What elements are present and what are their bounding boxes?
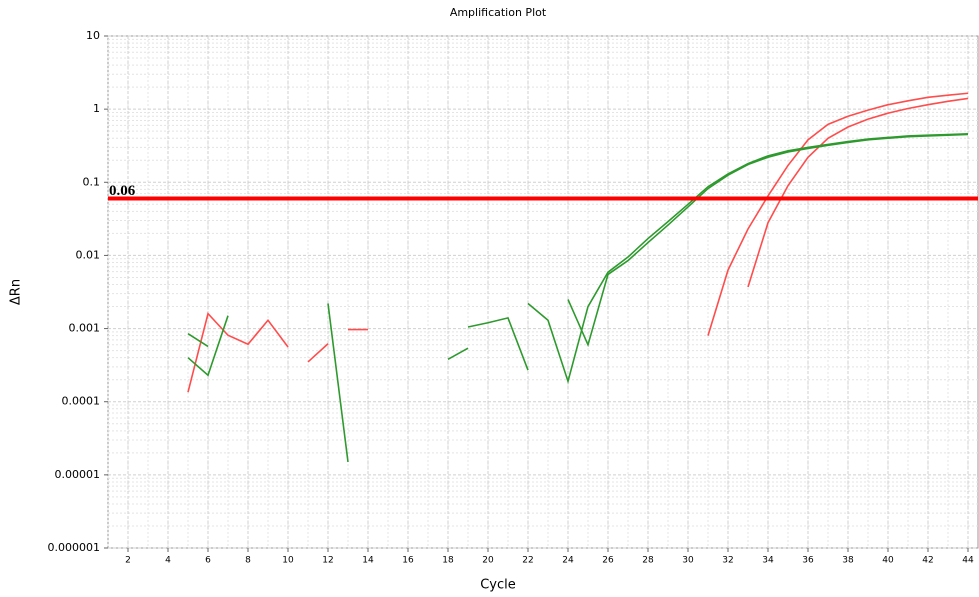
y-tick-label: 0.01 (76, 248, 101, 261)
series-line (307, 97, 969, 363)
x-tick-label: 36 (802, 556, 814, 566)
x-axis-label: Cycle (480, 578, 516, 593)
series-line (187, 133, 969, 371)
y-tick-label: 10 (86, 29, 100, 42)
x-tick-label: 44 (962, 556, 974, 566)
chart-title: Amplification Plot (450, 6, 547, 19)
x-tick-label: 2 (125, 556, 131, 566)
y-tick-label: 0.00001 (55, 468, 101, 481)
x-tick-label: 34 (762, 556, 774, 566)
x-tick-label: 26 (602, 556, 614, 566)
x-tick-label: 22 (522, 556, 533, 566)
y-tick-label: 0.1 (83, 175, 101, 188)
x-tick-label: 32 (722, 556, 733, 566)
x-tick-label: 4 (165, 556, 171, 566)
plot-area (107, 35, 979, 549)
series-line (187, 92, 969, 393)
x-tick-label: 10 (282, 556, 294, 566)
x-tick-label: 16 (402, 556, 414, 566)
x-tick-label: 30 (682, 556, 694, 566)
x-tick-label: 40 (882, 556, 894, 566)
y-axis-label: ΔRn (9, 279, 24, 305)
x-tick-label: 28 (642, 556, 654, 566)
y-tick-label: 0.0001 (62, 395, 101, 408)
y-tick-label: 1 (93, 102, 100, 115)
x-tick-label: 12 (322, 556, 333, 566)
x-tick-label: 24 (562, 556, 574, 566)
threshold-label: 0.06 (109, 183, 136, 199)
y-tick-label: 0.000001 (48, 541, 101, 554)
x-tick-label: 18 (442, 556, 454, 566)
series-line (187, 133, 969, 463)
y-tick-label: 0.001 (69, 322, 101, 335)
x-tick-label: 14 (362, 556, 374, 566)
x-tick-label: 38 (842, 556, 854, 566)
x-tick-label: 8 (245, 556, 251, 566)
x-tick-label: 20 (482, 556, 494, 566)
x-tick-label: 6 (205, 556, 211, 566)
x-tick-label: 42 (922, 556, 933, 566)
